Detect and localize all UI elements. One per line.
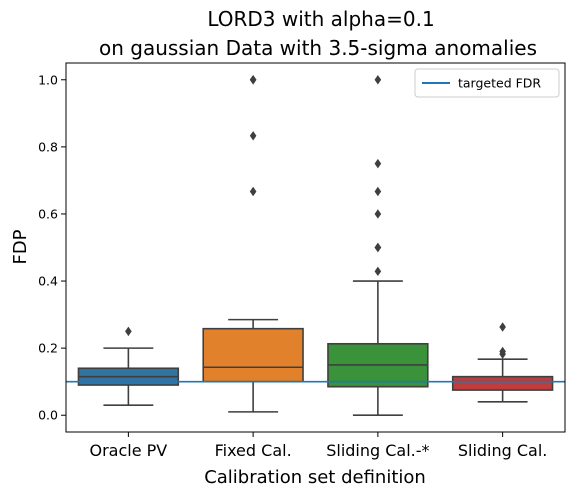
x-tick-label: Oracle PV (90, 441, 168, 460)
x-tick-label: Fixed Cal. (215, 441, 292, 460)
outlier-point (374, 266, 382, 277)
y-tick-label: 0.0 (38, 408, 58, 423)
y-tick-label: 0.4 (38, 274, 58, 289)
outlier-point (374, 158, 382, 169)
x-axis: Oracle PV Fixed Cal. Sliding Cal.-* Sliding… (90, 432, 548, 460)
box-group (327, 75, 429, 417)
chart-title: LORD3 with alpha=0.1 on gaussian Data wi… (99, 7, 537, 60)
outlier-point (374, 75, 382, 85)
box-iqr (202, 327, 304, 383)
outlier-point (499, 346, 506, 357)
y-axis: 0.0 0.2 0.4 0.6 0.8 1.0 (38, 72, 66, 423)
box-group (202, 75, 304, 413)
outlier-point (249, 131, 257, 141)
box-group (77, 326, 180, 406)
box-group (451, 322, 554, 403)
x-tick-label: Sliding Cal.-* (326, 441, 429, 460)
plot-frame (65, 62, 566, 433)
x-tick-label: Sliding Cal. (458, 441, 548, 460)
y-tick-label: 0.6 (38, 206, 58, 221)
outlier-point (499, 322, 506, 332)
legend-box (414, 68, 560, 98)
plot-area (66, 75, 565, 417)
outlier-point (374, 186, 382, 197)
outlier-point (374, 209, 382, 219)
outlier-point (374, 242, 382, 253)
y-tick-label: 1.0 (38, 72, 58, 87)
outlier-point (249, 75, 257, 85)
legend-label-targeted-fdr: targeted FDR (458, 76, 541, 91)
legend: targeted FDR (414, 68, 560, 98)
box-iqr (451, 375, 554, 391)
outlier-point (249, 186, 257, 197)
y-tick-label: 0.2 (38, 341, 58, 356)
title-line-1: LORD3 with alpha=0.1 (207, 7, 434, 31)
outlier-point (125, 326, 132, 337)
x-axis-label: Calibration set definition (204, 467, 426, 488)
title-line-2: on gaussian Data with 3.5-sigma anomalie… (99, 36, 537, 60)
y-tick-label: 0.8 (38, 139, 58, 154)
y-axis-label: FDP (10, 229, 31, 264)
